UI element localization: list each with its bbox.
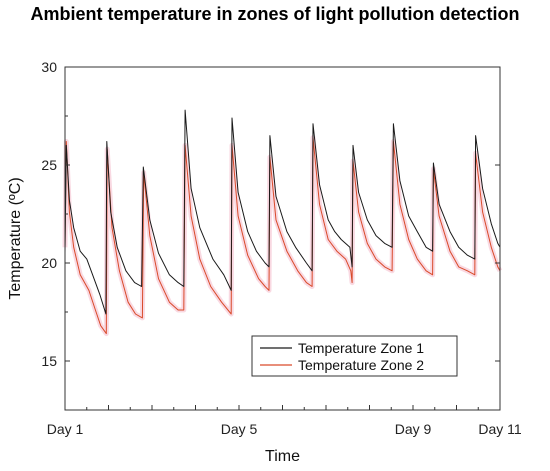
legend-box: [251, 335, 458, 377]
y-tick-label: 15: [41, 353, 57, 369]
series-line-zone-1: [64, 109, 501, 315]
chart-title: Ambient temperature in zones of light po…: [30, 4, 520, 24]
y-tick-label: 25: [41, 157, 57, 173]
legend-label-zone-1: Temperature Zone 1: [298, 340, 424, 356]
y-tick-label: 30: [41, 59, 57, 75]
series-zone-2-glow: [62, 135, 503, 337]
x-tick-label: Day 9: [395, 421, 432, 437]
y-axis-label: Temperature (ºC): [7, 177, 24, 299]
legend: Temperature Zone 1 Temperature Zone 2: [251, 335, 458, 377]
x-tick-label: Day 1: [47, 421, 84, 437]
x-tick-label: Day 11: [478, 421, 522, 437]
x-axis-label: Time: [265, 448, 300, 465]
x-tick-label: Day 5: [221, 421, 258, 437]
series-line-zone-2: [64, 137, 501, 335]
legend-label-zone-2: Temperature Zone 2: [298, 357, 424, 373]
axis-ticks: 15 20 25 30 Day 1 Day 5 Day 9 Day 11: [41, 59, 521, 437]
series-layer: [62, 109, 503, 337]
y-tick-label: 20: [41, 255, 57, 271]
